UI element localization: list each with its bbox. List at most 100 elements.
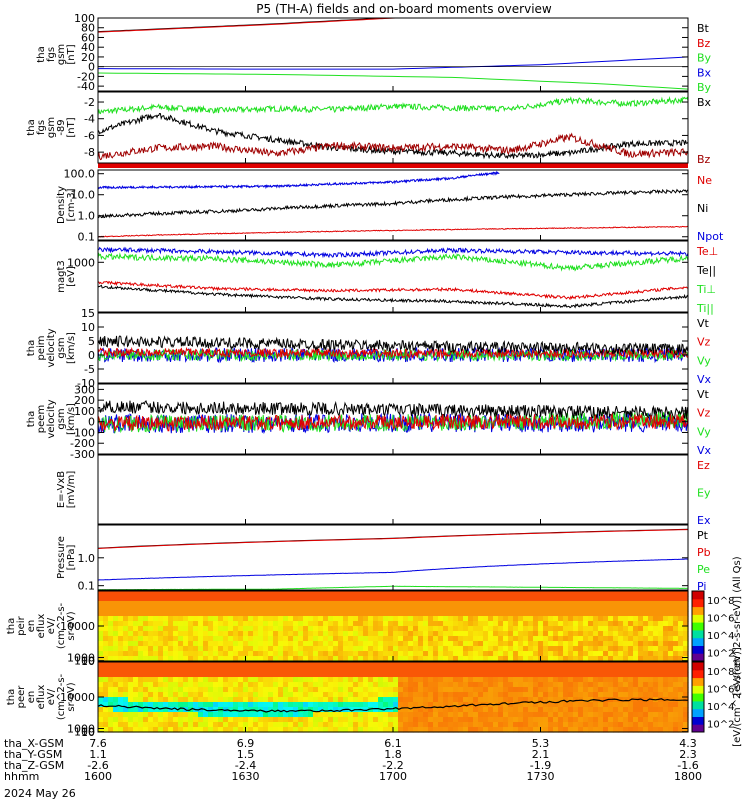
heatmap-cell [243,616,249,622]
heatmap-cell [328,621,334,627]
heatmap-cell [663,692,669,698]
heatmap-cell [418,672,424,678]
y-tick-label: -6 [84,129,95,142]
y-axis-label: (cm^2-s- [56,602,67,649]
heatmap-cell [438,662,444,668]
heatmap-cell [468,621,474,627]
heatmap-cell [123,656,129,662]
heatmap-cell [283,727,289,733]
heatmap-cell [423,707,429,713]
heatmap-cell [168,717,174,723]
heatmap-cell [443,662,449,668]
heatmap-cell [118,677,124,683]
heatmap-cell [393,662,399,668]
heatmap-cell [603,707,609,713]
heatmap-cell [358,656,364,662]
heatmap-cell [118,707,124,713]
heatmap-cell [603,631,609,637]
heatmap-cell [433,712,439,718]
y-tick-label: 1000 [67,723,95,736]
heatmap-cell [658,682,664,688]
heatmap-cell [178,692,184,698]
heatmap-cell [373,621,379,627]
heatmap-cell [193,621,199,627]
heatmap-cell [358,682,364,688]
y-tick-label: 10 [81,655,95,668]
heatmap-cell [533,672,539,678]
heatmap-cell [178,672,184,678]
heatmap-cell [463,601,469,607]
heatmap-cell [398,601,404,607]
heatmap-cell [253,591,259,597]
heatmap-cell [493,722,499,728]
heatmap-cell [328,717,334,723]
heatmap-cell [308,636,314,642]
heatmap-cell [658,707,664,713]
heatmap-cell [103,727,109,733]
heatmap-cell [553,707,559,713]
heatmap-cell [343,591,349,597]
heatmap-cell [418,596,424,602]
heatmap-cell [313,682,319,688]
heatmap-cell [243,606,249,612]
x-axis-row-label: tha_Z-GSM [4,759,64,772]
heatmap-cell [388,697,394,703]
heatmap-cell [178,616,184,622]
heatmap-cell [473,656,479,662]
heatmap-cell [533,596,539,602]
heatmap-cell [663,707,669,713]
heatmap-cell [248,596,254,602]
heatmap-cell [328,712,334,718]
heatmap-cell [273,626,279,632]
heatmap-cell [353,662,359,668]
heatmap-cell [253,631,259,637]
heatmap-cell [233,636,239,642]
heatmap-cell [368,722,374,728]
heatmap-cell [513,692,519,698]
legend-Pi: Pi [697,580,706,593]
heatmap-cell [168,722,174,728]
heatmap-cell [468,717,474,723]
heatmap-cell [673,596,679,602]
heatmap-cell [193,646,199,652]
potential-line [97,698,689,713]
heatmap-cell [588,717,594,723]
heatmap-cell [598,646,604,652]
heatmap-cell [553,641,559,647]
heatmap-cell [188,636,194,642]
heatmap-cell [643,717,649,723]
heatmap-cell [293,606,299,612]
heatmap-cell [488,626,494,632]
heatmap-cell [528,636,534,642]
heatmap-cell [523,611,529,617]
heatmap-cell [373,722,379,728]
heatmap-cell [108,672,114,678]
heatmap-cell [483,682,489,688]
heatmap-cell [383,626,389,632]
heatmap-cell [203,727,209,733]
heatmap-cell [358,702,364,708]
heatmap-cell [118,606,124,612]
heatmap-cell [338,606,344,612]
heatmap-cell [423,631,429,637]
heatmap-cell [318,626,324,632]
heatmap-cell [363,621,369,627]
heatmap-cell [363,601,369,607]
heatmap-cell [443,636,449,642]
heatmap-cell [668,662,674,668]
heatmap-cell [288,626,294,632]
heatmap-cell [333,672,339,678]
heatmap-cell [513,702,519,708]
heatmap-cell [98,707,104,713]
heatmap-cell [468,672,474,678]
heatmap-cell [238,687,244,693]
heatmap-cell [328,606,334,612]
heatmap-cell [508,682,514,688]
heatmap-cell [658,601,664,607]
series-Ne [97,225,689,238]
heatmap-cell [358,727,364,733]
heatmap-cell [208,667,214,673]
heatmap-cell [593,636,599,642]
heatmap-cell [308,672,314,678]
